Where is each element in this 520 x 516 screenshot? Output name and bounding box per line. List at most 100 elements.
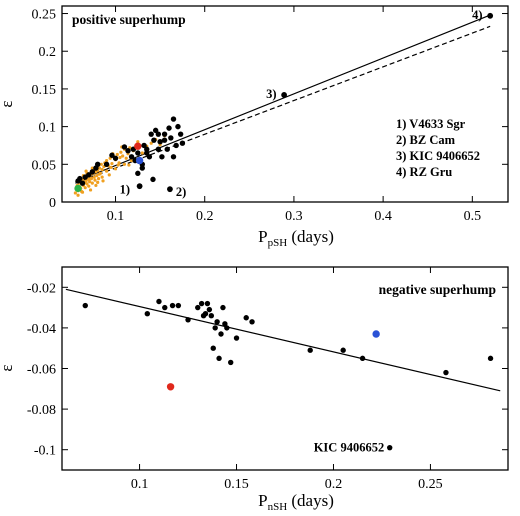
top-point-black [155, 146, 162, 152]
bottom-point-black [233, 335, 240, 341]
top-legend-item-1: 1) V4633 Sgr [396, 117, 466, 131]
bottom-y-tick-label: -0.1 [34, 444, 56, 459]
top-annotation-label: 4) [472, 8, 482, 22]
top-point-black [157, 138, 163, 145]
top-point-orange [100, 175, 104, 179]
top-annotations: 1) 2) 3) 4) [120, 8, 483, 199]
bottom-point-black [144, 310, 151, 317]
top-point-blue [135, 156, 144, 165]
top-point-orange [97, 172, 102, 176]
top-point-orange [88, 180, 92, 184]
top-point-orange [116, 163, 120, 167]
top-point-black [166, 125, 172, 131]
top-annotation-label: 1) [120, 183, 130, 197]
top-point-black [125, 148, 131, 154]
bottom-point-black [169, 302, 176, 309]
bottom-point-black [224, 325, 230, 331]
bottom-x-tick-label: 0.15 [224, 477, 249, 492]
top-point-black [103, 161, 110, 168]
bottom-point-black [204, 300, 211, 307]
bottom-data-points [82, 298, 494, 451]
bottom-point-black [222, 321, 228, 327]
top-y-tick-label: 0.1 [39, 121, 57, 136]
top-point-black [281, 92, 288, 98]
top-point-black [170, 116, 177, 122]
bottom-x-tick-label: 0.2 [325, 477, 343, 492]
top-point-orange [96, 180, 100, 184]
top-legend-item-4: 4) RZ Gru [396, 165, 452, 179]
top-point-orange [129, 158, 134, 163]
top-point-orange [100, 167, 104, 172]
bottom-x-axis-title: PnSH (days) [258, 491, 334, 513]
top-y-tick-label: 0.05 [32, 158, 57, 173]
top-y-tick-label: 0.2 [39, 45, 57, 60]
top-point-orange [124, 156, 128, 160]
top-point-black [77, 175, 83, 182]
bottom-point-black [206, 306, 213, 313]
bottom-point-black [249, 319, 255, 325]
bottom-fit-line-solid [65, 288, 501, 392]
top-point-black [167, 186, 173, 193]
top-data-points [73, 12, 494, 197]
top-x-tick-label: 0.5 [464, 209, 482, 224]
bottom-point-black [443, 369, 449, 376]
top-point-black [168, 135, 174, 141]
top-x-tick-label: 0.4 [374, 209, 392, 224]
top-point-black [173, 142, 179, 149]
bottom-plot-frame [61, 266, 509, 471]
bottom-panel: negative superhump ε PnSH (days) 0.1 0.15… [0, 266, 509, 513]
top-point-orange [93, 178, 97, 182]
bottom-point-black [82, 302, 88, 309]
top-point-black [151, 137, 157, 143]
top-plot-frame [61, 5, 509, 203]
top-point-orange [90, 166, 94, 170]
bottom-annotation-label: KIC 9406652 [314, 441, 385, 455]
bottom-point-black [195, 304, 201, 311]
top-point-black [175, 123, 181, 130]
top-point-orange [121, 154, 125, 158]
top-y-tick-label: 0.15 [32, 83, 57, 98]
top-point-black [89, 169, 96, 175]
bottom-point-black [212, 325, 218, 331]
top-point-black [128, 154, 135, 160]
bottom-y-axis-title: ε [0, 364, 16, 371]
top-point-orange [95, 174, 99, 178]
top-point-black [487, 12, 494, 19]
top-point-black [155, 131, 162, 137]
top-fit-line-dashed [75, 25, 491, 184]
top-point-orange [96, 177, 101, 181]
top-point-black [121, 144, 128, 150]
top-legend: 1) V4633 Sgr 2) BZ Cam 3) KIC 9406652 4)… [396, 117, 480, 179]
top-point-black [152, 127, 159, 134]
top-x-axis-title: PpSH (days) [258, 227, 334, 249]
top-point-black [177, 131, 184, 137]
top-legend-item-2: 2) BZ Cam [396, 133, 456, 147]
top-point-orange [83, 186, 87, 190]
top-x-axis-title-main: P [258, 227, 267, 246]
top-point-black [79, 180, 86, 186]
top-point-orange [140, 151, 144, 155]
top-point-orange [122, 162, 127, 166]
bottom-annotations: KIC 9406652 [314, 441, 385, 455]
top-point-black [86, 172, 92, 178]
top-y-axis-title: ε [0, 100, 16, 107]
top-point-orange [101, 179, 105, 183]
bottom-y-tick-label: -0.08 [27, 403, 56, 418]
top-point-orange [136, 140, 140, 144]
bottom-x-tick-label: 0.1 [131, 477, 149, 492]
top-point-orange [119, 150, 123, 154]
top-point-orange [127, 163, 131, 167]
top-point-black [144, 150, 150, 156]
bottom-point-blue [372, 330, 380, 338]
top-point-orange [88, 188, 93, 192]
top-point-black [135, 170, 141, 177]
top-point-black [161, 131, 168, 137]
top-point-black [150, 176, 156, 183]
bottom-point-black [487, 355, 494, 362]
top-point-orange [109, 165, 113, 169]
bottom-y-tick-label: -0.02 [27, 281, 56, 296]
bottom-point-black [218, 331, 224, 337]
top-point-black [139, 165, 145, 171]
bottom-point-black [156, 298, 162, 305]
